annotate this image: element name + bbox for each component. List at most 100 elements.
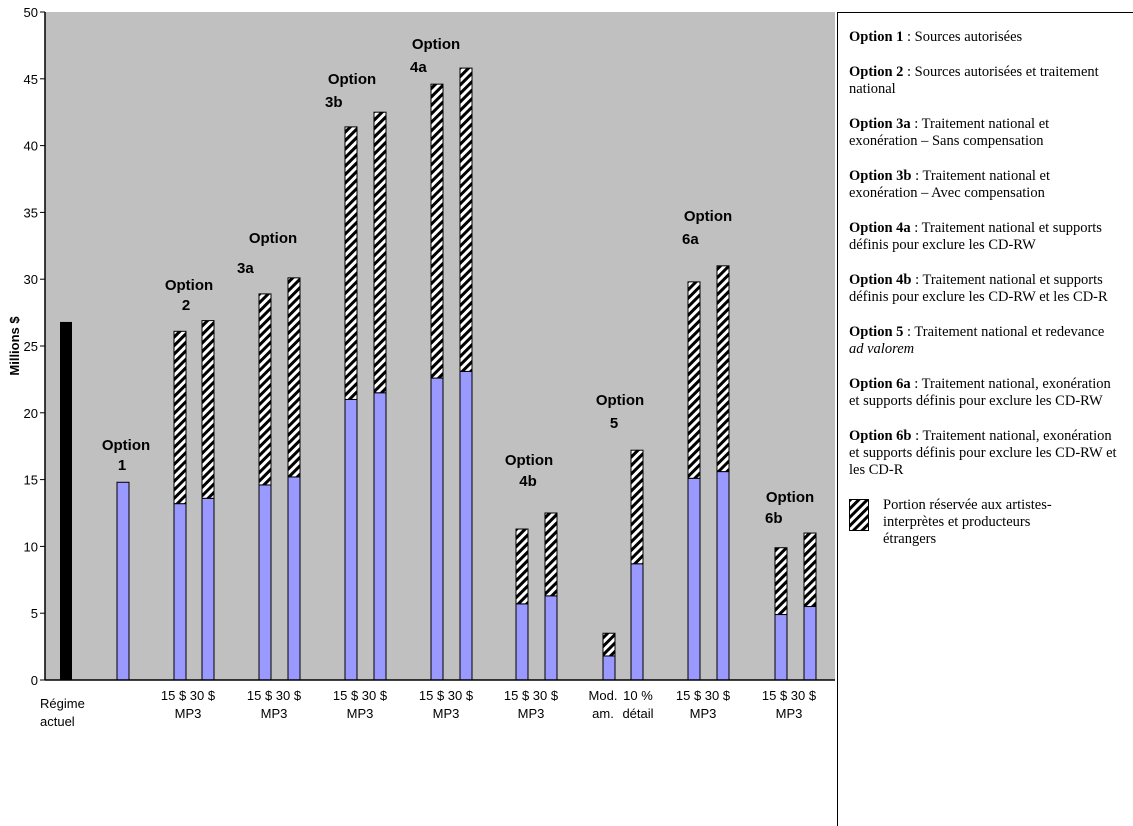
- x-label-line1: 10 %: [623, 688, 653, 703]
- legend-item: Option 6a : Traitement national, exonéra…: [849, 376, 1111, 409]
- bar-foreign-segment: [201, 320, 215, 499]
- option-label-line1: Option: [596, 392, 644, 409]
- bar-layer: [60, 67, 817, 681]
- legend: Option 1 : Sources autorisées Option 2 : …: [837, 12, 1133, 826]
- y-tick-label: 45: [24, 72, 38, 87]
- y-tick-label: 40: [24, 139, 38, 154]
- bar-base-segment: [515, 603, 529, 681]
- x-label-mp3: MP3: [347, 706, 374, 721]
- legend-item-name: Option 5: [849, 324, 904, 340]
- option-label-line2: 4a: [410, 59, 427, 76]
- bar-base-segment: [803, 606, 817, 681]
- option-label-line1: Option: [505, 452, 553, 469]
- legend-item: Option 4b : Traitement national et suppo…: [849, 272, 1108, 305]
- y-tick-label: 15: [24, 473, 38, 488]
- bar-base-segment: [258, 484, 272, 681]
- bar-foreign-segment: [544, 512, 558, 597]
- legend-item: Option 3b : Traitement national et exoné…: [849, 168, 1051, 201]
- bar-base-segment: [173, 503, 187, 681]
- bar-foreign-segment: [602, 632, 616, 657]
- bar-base-segment: [544, 595, 558, 681]
- bar-foreign-segment: [716, 265, 730, 473]
- x-label-line2: détail: [622, 706, 653, 721]
- bar-foreign-segment: [373, 111, 387, 394]
- option-label-line2: 1: [118, 457, 126, 474]
- legend-item: Option 4a : Traitement national et suppo…: [849, 220, 1102, 253]
- bar-foreign-segment: [630, 449, 644, 565]
- x-label-mp3: MP3: [518, 706, 545, 721]
- bar-base-segment: [459, 370, 473, 681]
- x-label-line2: am.: [592, 706, 614, 721]
- bar-base-segment: [602, 655, 616, 681]
- y-tick-label: 5: [31, 606, 38, 621]
- legend-item-italic: ad valorem: [849, 341, 915, 357]
- option-label-line2: 6a: [682, 231, 699, 248]
- option-label-line1: Option: [102, 437, 150, 454]
- legend-item-name: Option 3a: [849, 116, 911, 132]
- x-label-mp3: MP3: [776, 706, 803, 721]
- legend-item: Option 5 : Traitement national et redeva…: [849, 324, 1105, 357]
- x-label-price-pair: 15 $ 30 $: [247, 688, 302, 703]
- legend-hatch-label: Portion réservée aux artistes-interprète…: [883, 497, 1052, 547]
- x-label-line1: Mod.: [589, 688, 618, 703]
- x-label-price-pair: 15 $ 30 $: [676, 688, 731, 703]
- x-label-price-pair: 15 $ 30 $: [504, 688, 559, 703]
- bar-foreign-segment: [287, 277, 301, 478]
- x-label-price-pair: 15 $ 30 $: [161, 688, 216, 703]
- y-tick-label: 10: [24, 539, 38, 554]
- x-label-mp3: MP3: [433, 706, 460, 721]
- option-label-line2: 6b: [765, 510, 783, 527]
- x-label-regime-line1: Régime: [40, 696, 85, 711]
- option-label-line1: Option: [249, 230, 297, 247]
- y-tick-label: 20: [24, 406, 38, 421]
- bar-base-segment: [774, 614, 788, 681]
- legend-item-name: Option 6a: [849, 376, 911, 392]
- option-label-line1: Option: [766, 489, 814, 506]
- x-label-mp3: MP3: [175, 706, 202, 721]
- legend-item-name: Option 2: [849, 64, 904, 80]
- bar-foreign-segment: [344, 126, 358, 400]
- bar-base-segment: [630, 563, 644, 681]
- bar-foreign-segment: [687, 281, 701, 479]
- x-label-price-pair: 15 $ 30 $: [419, 688, 474, 703]
- bar-base-segment: [430, 377, 444, 681]
- option-label-line1: Option: [412, 36, 460, 53]
- bar-base-segment: [716, 471, 730, 681]
- option-label-line2: 5: [610, 415, 618, 432]
- legend-item: Option 3a : Traitement national et exoné…: [849, 116, 1050, 149]
- legend-item-name: Option 4b: [849, 272, 912, 288]
- option-label-line2: 2: [182, 297, 190, 314]
- x-label-price-pair: 15 $ 30 $: [333, 688, 388, 703]
- option-label-line2: 3a: [237, 260, 254, 277]
- bar-foreign-segment: [459, 67, 473, 372]
- legend-items: Option 1 : Sources autorisées Option 2 : …: [849, 29, 1133, 479]
- y-tick-label: 25: [24, 339, 38, 354]
- bar-regime-actuel: [60, 321, 72, 680]
- legend-item-name: Option 3b: [849, 168, 912, 184]
- legend-item: Option 6b : Traitement national, exonéra…: [849, 428, 1117, 478]
- legend-item-name: Option 6b: [849, 428, 912, 444]
- option-label-line1: Option: [328, 71, 376, 88]
- legend-item-name: Option 1: [849, 29, 904, 45]
- option-label-line1: Option: [165, 277, 213, 294]
- x-label-mp3: MP3: [261, 706, 288, 721]
- option-label-line1: Option: [684, 208, 732, 225]
- label-layer: Régime actuel 15 $ 30 $ MP3 15 $ 30 $ MP3 15 $…: [40, 36, 817, 729]
- option-label-line2: 3b: [325, 94, 343, 111]
- legend-item: Option 2 : Sources autorisées et traitem…: [849, 64, 1099, 97]
- y-axis-label: Millions $: [7, 316, 22, 376]
- bar-base-segment: [201, 497, 215, 681]
- y-tick-label: 50: [24, 5, 38, 20]
- bar-base-segment: [116, 481, 130, 681]
- y-tick-label: 35: [24, 205, 38, 220]
- bar-foreign-segment: [803, 532, 817, 608]
- bar-foreign-segment: [173, 330, 187, 505]
- bar-base-segment: [687, 477, 701, 681]
- x-label-mp3: MP3: [690, 706, 717, 721]
- legend-item-name: Option 4a: [849, 220, 911, 236]
- bar-base-segment: [287, 476, 301, 681]
- bar-foreign-segment: [430, 83, 444, 379]
- bar-base-segment: [373, 392, 387, 681]
